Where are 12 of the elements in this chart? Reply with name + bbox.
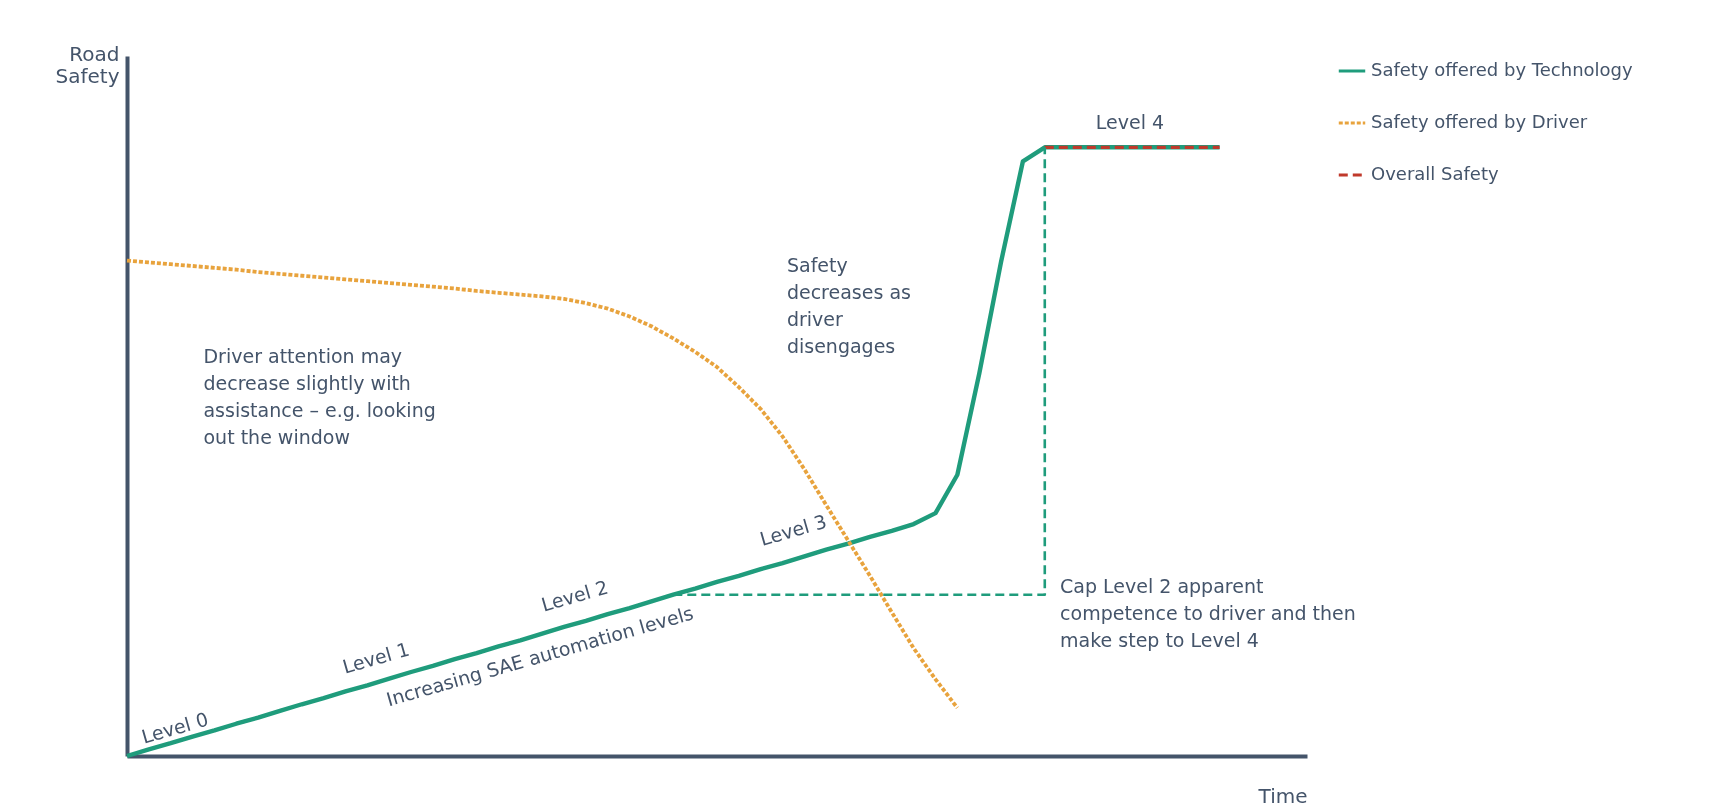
legend-label: Overall Safety bbox=[1371, 163, 1499, 184]
annotation: Safety decreases as driver disengages bbox=[786, 254, 911, 357]
annotation: Driver attention may decrease slightly with assistance – e.g. looking out the window bbox=[203, 345, 436, 449]
annotation: Cap Level 2 apparent competence to driver and then make step to Level 4 bbox=[1060, 574, 1356, 651]
annotation: Level 3 bbox=[757, 509, 830, 550]
legend-label: Safety offered by Technology bbox=[1371, 59, 1633, 80]
x-axis-title: Time bbox=[1257, 783, 1308, 808]
annotation: Level 2 bbox=[538, 575, 611, 616]
text: Level 4 bbox=[1095, 110, 1165, 133]
annotation: Level 0 bbox=[138, 707, 211, 748]
legend-label: Safety offered by Driver bbox=[1371, 111, 1588, 132]
y-axis-title: Road Safety bbox=[55, 41, 120, 88]
